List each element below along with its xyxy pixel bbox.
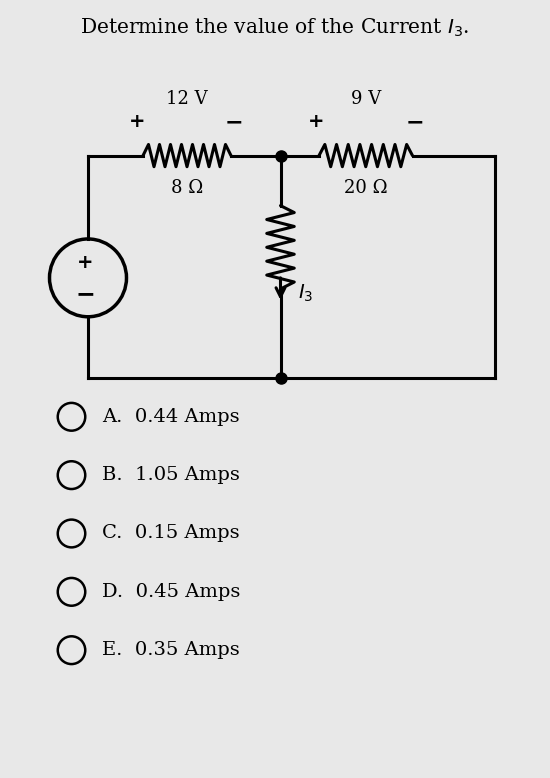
Text: −: − [224,112,243,132]
Text: 9 V: 9 V [351,90,381,108]
Text: +: + [308,111,324,131]
Text: −: − [75,282,95,307]
Text: −: − [406,112,425,132]
Text: Determine the value of the Current $I_3$.: Determine the value of the Current $I_3$… [80,16,470,39]
Text: 12 V: 12 V [166,90,208,108]
Text: C.  0.15 Amps: C. 0.15 Amps [102,524,239,542]
Text: $I_3$: $I_3$ [298,282,314,304]
Text: A.  0.44 Amps: A. 0.44 Amps [102,408,239,426]
Text: B.  1.05 Amps: B. 1.05 Amps [102,466,240,484]
Text: E.  0.35 Amps: E. 0.35 Amps [102,641,239,659]
Text: 8 Ω: 8 Ω [171,179,203,197]
Text: D.  0.45 Amps: D. 0.45 Amps [102,583,240,601]
Text: 20 Ω: 20 Ω [344,179,388,197]
Text: +: + [77,253,94,272]
Text: +: + [129,111,146,131]
